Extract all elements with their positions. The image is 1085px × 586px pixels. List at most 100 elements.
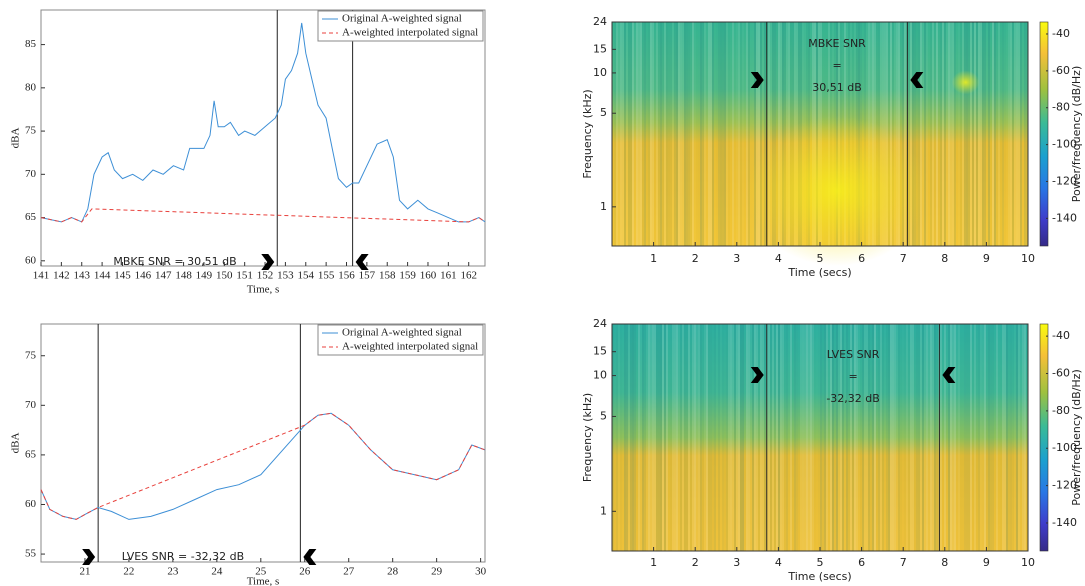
y-axis-title: Frequency (kHz) xyxy=(581,393,594,482)
spectrogram-texture xyxy=(902,22,904,246)
spectrogram-texture xyxy=(912,22,914,246)
spectrogram-texture xyxy=(940,324,942,551)
spectrogram-texture xyxy=(654,324,656,551)
annotation: LVES SNR xyxy=(827,348,880,361)
spectrogram-texture xyxy=(918,22,920,246)
spectrogram-texture xyxy=(750,324,752,551)
spectrogram-texture xyxy=(868,324,870,551)
spectrogram-texture xyxy=(982,22,984,246)
x-tick-label: 25 xyxy=(255,566,267,578)
legend-label: A-weighted interpolated signal xyxy=(342,27,478,39)
spectrogram-texture xyxy=(658,22,660,246)
spectrogram-texture xyxy=(836,324,838,551)
spectrogram-texture xyxy=(738,324,740,551)
spectrogram-texture xyxy=(910,22,912,246)
spectrogram-texture xyxy=(656,324,658,551)
colorbar-tick-label: -100 xyxy=(1052,138,1077,151)
spectrogram-texture xyxy=(930,324,932,551)
spectrogram-texture xyxy=(988,22,990,246)
x-tick-label: 152 xyxy=(257,270,274,282)
spectrogram-texture xyxy=(1000,22,1002,246)
spectrogram-texture xyxy=(1014,22,1016,246)
spectrogram-texture xyxy=(962,22,964,246)
x-tick-label: 1 xyxy=(650,252,657,265)
spectrogram-texture xyxy=(718,22,720,246)
x-tick-label: 6 xyxy=(858,252,865,265)
spectrogram-texture xyxy=(916,324,918,551)
y-tick-label: 55 xyxy=(25,548,37,560)
spectrogram-texture xyxy=(776,324,778,551)
spectrogram-texture xyxy=(948,22,950,246)
x-tick-label: 161 xyxy=(440,270,457,282)
spectrogram-texture xyxy=(1012,22,1014,246)
spectrogram-texture xyxy=(684,324,686,551)
spectrogram-texture xyxy=(700,324,702,551)
spectrogram-texture xyxy=(1020,324,1022,551)
spectrogram-texture xyxy=(964,22,966,246)
spectrogram-texture xyxy=(984,324,986,551)
x-tick-label: 150 xyxy=(216,270,233,282)
x-tick-label: 22 xyxy=(123,566,134,578)
x-tick-label: 3 xyxy=(733,252,740,265)
panel: 141 142 143 144 145 146 147 148 149 150 151 152 153 1… xyxy=(10,9,486,296)
spectrogram-texture xyxy=(762,22,764,246)
y-tick-label: 65 xyxy=(25,448,37,460)
spectrogram-texture xyxy=(904,22,906,246)
spectrogram-texture xyxy=(644,22,646,246)
spectrogram-texture xyxy=(862,324,864,551)
spectrogram-texture xyxy=(914,22,916,246)
spectrogram-texture xyxy=(996,22,998,246)
spectrogram-texture xyxy=(976,324,978,551)
y-tick-label: 80 xyxy=(25,81,37,93)
spectrogram-texture xyxy=(822,324,824,551)
spectrogram-texture xyxy=(998,22,1000,246)
spectrogram-texture xyxy=(1008,324,1010,551)
spectrogram-texture xyxy=(1022,324,1024,551)
spectrogram-texture xyxy=(690,324,692,551)
chevron xyxy=(82,549,96,565)
y-tick-label: 70 xyxy=(25,168,37,180)
spectrogram-texture xyxy=(714,22,716,246)
spectrogram-texture xyxy=(684,22,686,246)
spectrogram-texture xyxy=(770,324,772,551)
spectrogram-texture xyxy=(1006,22,1008,246)
spectrogram-texture xyxy=(650,22,652,246)
spectrogram-texture xyxy=(666,22,668,246)
spectrogram-texture xyxy=(620,22,622,246)
spectrogram-texture xyxy=(954,22,956,246)
spectrogram-texture xyxy=(668,22,670,246)
spectrogram-texture xyxy=(652,324,654,551)
spectrogram-texture xyxy=(692,22,694,246)
spectrogram-texture xyxy=(666,324,668,551)
spectrogram-texture xyxy=(716,324,718,551)
annotation: MBKE SNR xyxy=(808,37,866,50)
spectrogram-texture xyxy=(652,22,654,246)
spectrogram-texture xyxy=(818,324,820,551)
spectrogram-texture xyxy=(1024,22,1026,246)
spectrogram-texture xyxy=(922,22,924,246)
spectrogram-texture xyxy=(696,22,698,246)
spectrogram-texture xyxy=(676,324,678,551)
spectrogram-texture xyxy=(966,324,968,551)
x-tick-label: 30 xyxy=(475,566,487,578)
spectrogram-texture xyxy=(674,22,676,246)
spectrogram-texture xyxy=(722,324,724,551)
spectrogram-texture xyxy=(710,22,712,246)
spectrogram-texture xyxy=(990,324,992,551)
y-tick-label: 15 xyxy=(593,42,607,55)
spectrogram-texture xyxy=(716,22,718,246)
x-tick-label: 149 xyxy=(196,270,213,282)
spectrogram-texture xyxy=(924,324,926,551)
spectrogram-texture xyxy=(998,324,1000,551)
colorbar xyxy=(1039,323,1049,552)
colorbar-title: Power/frequency (dB/Hz) xyxy=(1070,369,1083,506)
spectrogram-texture xyxy=(846,324,848,551)
spectrogram-texture xyxy=(702,324,704,551)
spectrogram-texture xyxy=(692,324,694,551)
spectrogram-texture xyxy=(698,324,700,551)
spectrogram-texture xyxy=(744,324,746,551)
chevron xyxy=(910,72,924,88)
x-tick-label: 160 xyxy=(420,270,437,282)
y-axis-title: Frequency (kHz) xyxy=(581,89,594,178)
x-tick-label: 8 xyxy=(941,556,948,569)
